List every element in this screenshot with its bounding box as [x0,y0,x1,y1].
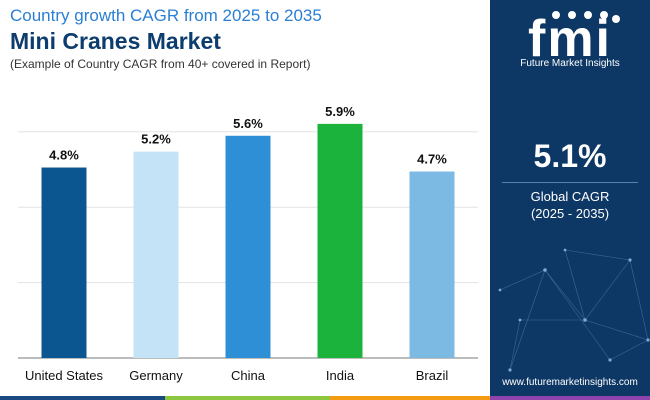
data-label: 5.9% [325,104,355,119]
cagr-label-text: Global CAGR [530,189,610,204]
global-cagr-value: 5.1% [533,138,607,174]
footer-segment-1 [0,396,165,400]
footer-segment-3 [330,396,490,400]
data-label: 4.7% [417,151,447,166]
bar-china [225,135,271,358]
chart-subtitle: (Example of Country CAGR from 40+ covere… [10,57,311,71]
footer-segment-2 [165,396,330,400]
logo-caption: Future Market Insights [520,58,620,69]
footer-color-bar [0,396,650,400]
chart-title-line2: Mini Cranes Market [10,28,221,54]
data-label: 4.8% [49,148,79,163]
bar-united-states [41,167,87,358]
bar-india [317,123,363,358]
bar-brazil [409,171,455,358]
x-tick-label: India [326,368,355,383]
side-panel: fmi Future Market Insights 5.1% Global C… [490,0,650,400]
cagr-period-text: (2025 - 2035) [530,206,610,221]
chart-title-line1: Country growth CAGR from 2025 to 2035 [10,6,322,25]
bar-chart: 4.8% United States 5.2% Germany 5.6% China 5.9… [18,104,478,383]
data-label: 5.6% [233,116,263,131]
x-tick-label: Brazil [416,368,449,383]
network-graphic-icon [498,248,650,372]
x-tick-label: Germany [129,368,183,383]
data-label: 5.2% [141,132,171,147]
global-cagr-label: Global CAGR (2025 - 2035) [490,188,650,222]
fmi-logo-text: fmi [528,10,612,68]
x-tick-label: United States [25,368,104,383]
fmi-logo-icon: fmi [528,10,620,68]
footer-segment-4 [490,396,650,400]
website-url[interactable]: www.futuremarketinsights.com [502,377,638,388]
x-tick-label: China [231,368,266,383]
bar-germany [133,151,179,358]
cagr-divider [502,182,638,183]
